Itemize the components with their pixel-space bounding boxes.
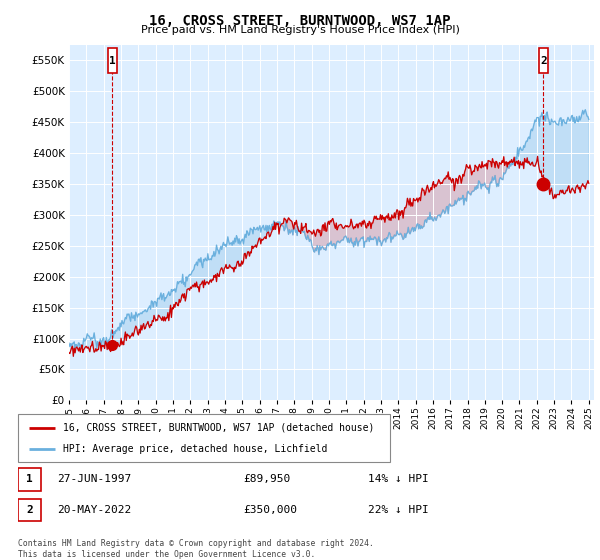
Text: 2: 2 [26,505,32,515]
FancyBboxPatch shape [539,48,548,73]
Text: £89,950: £89,950 [244,474,291,484]
Text: 14% ↓ HPI: 14% ↓ HPI [368,474,428,484]
Text: 16, CROSS STREET, BURNTWOOD, WS7 1AP (detached house): 16, CROSS STREET, BURNTWOOD, WS7 1AP (de… [62,423,374,433]
Text: 20-MAY-2022: 20-MAY-2022 [58,505,132,515]
Text: 2: 2 [540,56,547,66]
Text: 1: 1 [109,56,116,66]
Text: 16, CROSS STREET, BURNTWOOD, WS7 1AP: 16, CROSS STREET, BURNTWOOD, WS7 1AP [149,14,451,28]
Text: 27-JUN-1997: 27-JUN-1997 [58,474,132,484]
Text: 1: 1 [26,474,32,484]
Text: Contains HM Land Registry data © Crown copyright and database right 2024.
This d: Contains HM Land Registry data © Crown c… [18,539,374,559]
Text: Price paid vs. HM Land Registry's House Price Index (HPI): Price paid vs. HM Land Registry's House … [140,25,460,35]
Text: 22% ↓ HPI: 22% ↓ HPI [368,505,428,515]
Bar [18,499,41,521]
FancyBboxPatch shape [107,48,117,73]
Text: £350,000: £350,000 [244,505,298,515]
Bar [18,468,41,491]
Text: HPI: Average price, detached house, Lichfield: HPI: Average price, detached house, Lich… [62,444,327,454]
